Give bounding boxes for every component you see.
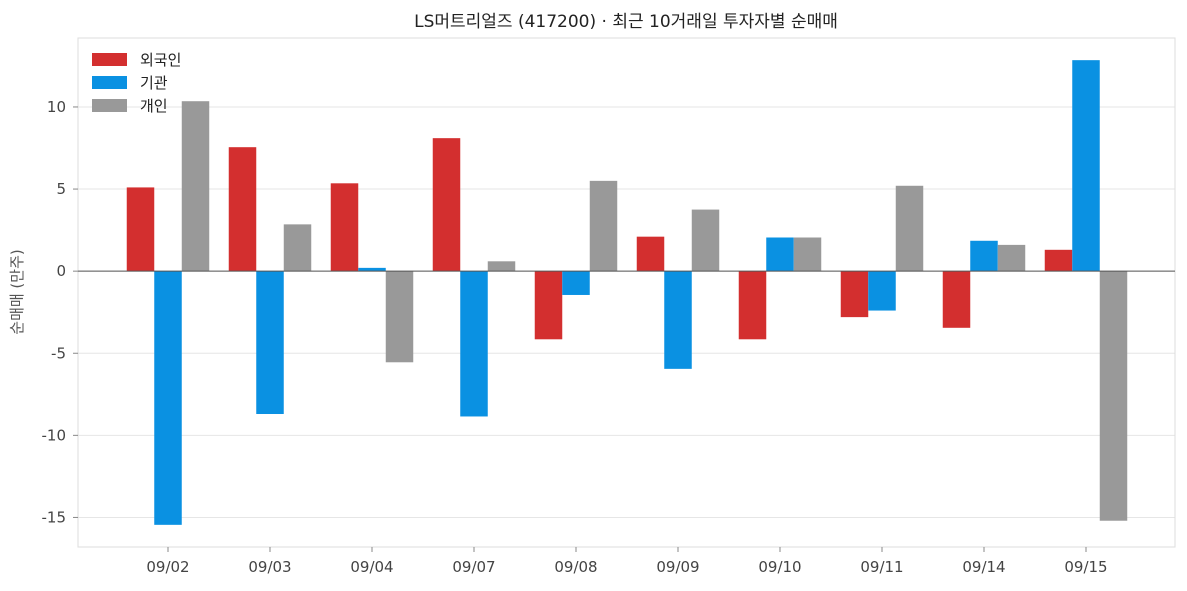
bar <box>432 138 461 272</box>
chart-title: LS머트리얼즈 (417200) · 최근 10거래일 투자자별 순매매 <box>414 12 838 32</box>
bar <box>840 271 869 318</box>
x-tick-label: 09/02 <box>146 558 189 576</box>
bar <box>1072 60 1100 272</box>
bar <box>589 180 618 272</box>
legend-swatch <box>92 99 127 112</box>
legend-swatch <box>92 53 127 66</box>
bar <box>330 183 359 272</box>
y-tick-label: -10 <box>42 426 67 444</box>
bar <box>385 271 414 363</box>
bar <box>534 271 563 340</box>
bar <box>460 271 488 417</box>
bar <box>691 209 720 272</box>
bar <box>358 267 386 272</box>
bar <box>283 224 312 272</box>
bar <box>636 236 665 272</box>
bar <box>793 237 822 272</box>
bar <box>562 271 590 295</box>
legend-label: 외국인 <box>140 51 181 69</box>
x-tick-label: 09/08 <box>554 558 597 576</box>
x-tick-label: 09/09 <box>656 558 699 576</box>
bar <box>738 271 767 340</box>
legend-swatch <box>92 76 127 89</box>
bar <box>868 271 896 311</box>
bar <box>1044 249 1073 272</box>
bar <box>228 147 257 272</box>
x-tick-label: 09/04 <box>350 558 393 576</box>
bar <box>766 237 794 272</box>
bar <box>942 271 971 328</box>
x-tick-label: 09/14 <box>962 558 1005 576</box>
bar <box>487 261 516 272</box>
bar <box>181 101 210 272</box>
x-tick-label: 09/03 <box>248 558 291 576</box>
x-axis: 09/02 09/03 09/04 09/07 09/08 09/09 09/10 09/11… <box>146 547 1108 576</box>
x-tick-label: 09/10 <box>758 558 801 576</box>
legend-label: 개인 <box>140 97 168 115</box>
bar <box>664 271 692 369</box>
bar <box>154 271 182 525</box>
bar <box>256 271 284 415</box>
bar <box>970 240 998 272</box>
y-tick-label: -15 <box>42 508 67 526</box>
legend-label: 기관 <box>140 74 168 92</box>
bar <box>126 187 155 272</box>
y-tick-label: 10 <box>47 98 66 116</box>
y-tick-label: -5 <box>51 344 66 362</box>
y-axis-label: 순매매 (만주) <box>8 249 26 334</box>
x-tick-label: 09/15 <box>1064 558 1107 576</box>
x-tick-label: 09/11 <box>860 558 903 576</box>
bars <box>126 60 1128 525</box>
y-tick-label: 5 <box>56 180 66 198</box>
y-tick-label: 0 <box>56 262 66 280</box>
bar <box>1099 271 1128 521</box>
x-tick-label: 09/07 <box>452 558 495 576</box>
plot-frame <box>77 37 1176 548</box>
bar <box>895 185 924 272</box>
y-axis: -15 -10 -5 0 5 10 <box>42 98 78 526</box>
bar <box>997 244 1026 272</box>
